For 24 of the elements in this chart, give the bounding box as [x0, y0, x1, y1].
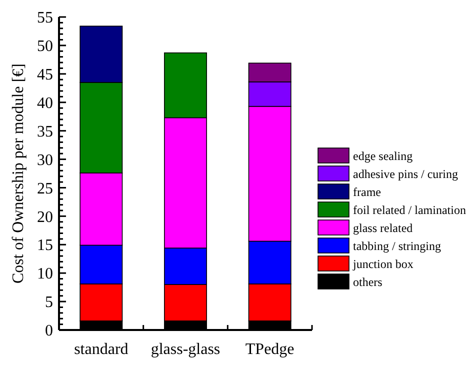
- y-axis-title: Cost of Ownership per module [€]: [10, 64, 27, 284]
- y-tick-label: 0: [45, 322, 53, 340]
- y-tick-label: 50: [37, 38, 53, 56]
- y-tick-label: 35: [37, 123, 53, 140]
- legend-label: glass related: [353, 221, 413, 236]
- y-tick-label: 30: [37, 152, 53, 169]
- legend-label: adhesive pins / curing: [353, 167, 458, 182]
- y-tick-label: 55: [37, 10, 53, 27]
- y-tick-label: 5: [45, 294, 53, 312]
- y-tick-label: 40: [37, 94, 53, 112]
- legend-label: junction box: [352, 257, 414, 272]
- legend-label: others: [353, 275, 383, 290]
- x-tick-label: glass-glass: [150, 341, 220, 358]
- legend-label: tabbing / stringing: [353, 239, 441, 254]
- x-tick-label: TPedge: [245, 341, 294, 358]
- legend-label: frame: [353, 185, 381, 200]
- x-tick-label: standard: [74, 341, 128, 358]
- legend-label: edge sealing: [353, 149, 413, 164]
- y-tick-label: 25: [37, 180, 53, 198]
- y-tick-label: 45: [37, 66, 53, 84]
- y-tick-label: 10: [37, 266, 53, 283]
- y-tick-label: 20: [37, 208, 53, 226]
- legend-label: foil related / lamination: [353, 203, 466, 218]
- y-tick-label: 15: [37, 237, 53, 254]
